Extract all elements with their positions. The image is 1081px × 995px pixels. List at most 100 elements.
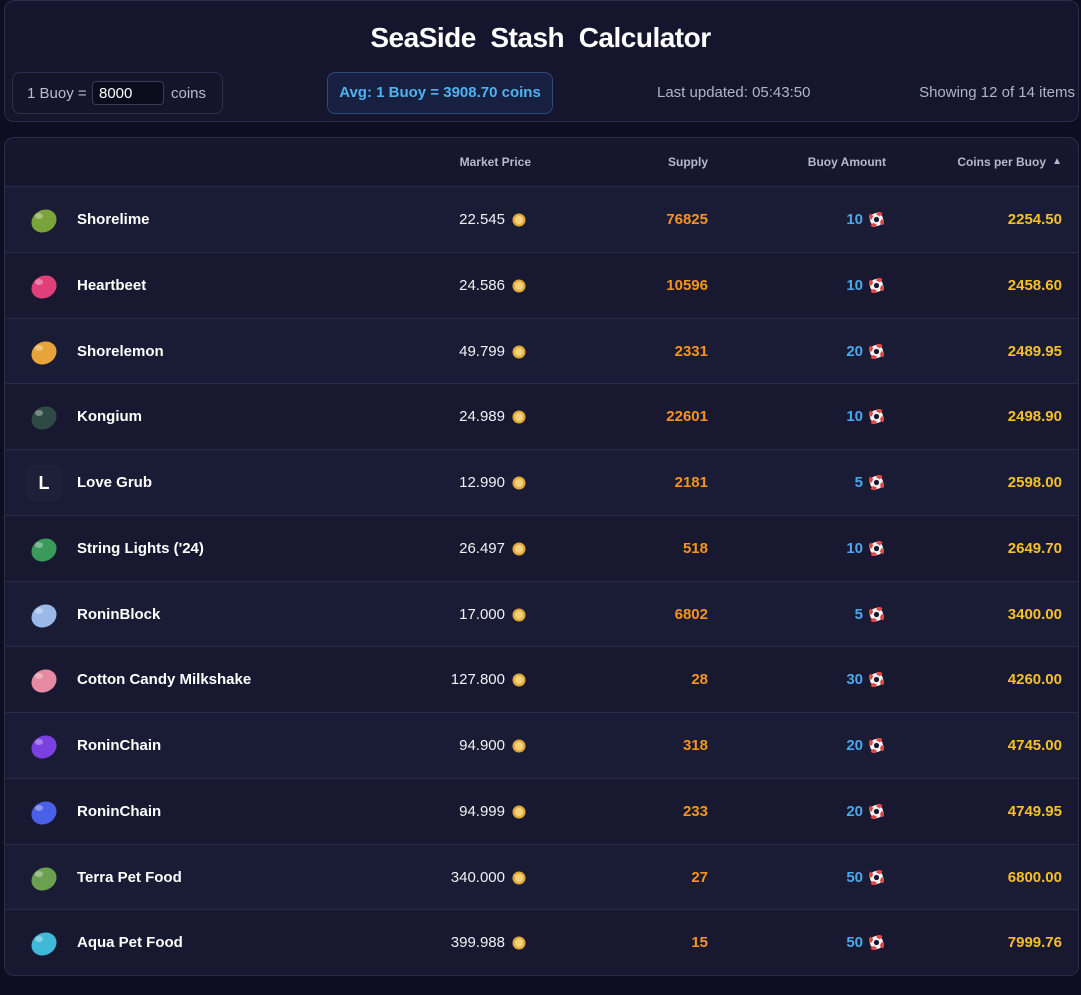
market-price: 24.586: [459, 276, 505, 294]
coin-icon: [512, 608, 526, 621]
item-count: Showing 12 of 14 items: [919, 84, 1075, 101]
coins-per-buoy: 2649.70: [1007, 539, 1062, 557]
table-row[interactable]: Aqua Pet Food 399.988 15 50 7999.76: [5, 909, 1078, 975]
coins-per-buoy: 7999.76: [1007, 934, 1062, 952]
item-icon: L: [26, 465, 62, 501]
supply: 22601: [666, 408, 708, 426]
coin-icon: [512, 542, 526, 556]
item-name: Shorelemon: [77, 342, 164, 360]
coin-icon: [512, 476, 526, 490]
buoy-amount: 50: [846, 934, 863, 952]
buoy-amount: 5: [854, 474, 863, 491]
coin-icon: [512, 805, 526, 819]
market-price: 12.990: [459, 474, 505, 491]
table-row[interactable]: Shorelemon 49.799 2331 20 2489.95: [5, 317, 1078, 384]
column-header[interactable]: Buoy Amount: [807, 155, 886, 169]
item-icon: [31, 340, 57, 365]
coins-per-buoy: 2498.90: [1007, 408, 1062, 426]
market-price: 94.900: [459, 737, 505, 754]
last-updated: Last updated: 05:43:50: [657, 84, 811, 101]
buoy-icon: [869, 343, 884, 359]
coins-per-buoy: 2489.95: [1007, 342, 1062, 360]
coin-icon: [512, 936, 526, 950]
table-row[interactable]: String Lights ('24) 26.497 518 10 2649.70: [5, 514, 1078, 581]
table-row[interactable]: RoninChain 94.900 318 20 4745.00: [5, 712, 1078, 778]
item-name: String Lights ('24): [77, 539, 204, 557]
coin-icon: [512, 345, 526, 358]
table-row[interactable]: Cotton Candy Milkshake 127.800 28 30 4260.00: [5, 646, 1078, 713]
item-name: Kongium: [77, 408, 142, 426]
coins-per-buoy: 2458.60: [1007, 276, 1062, 294]
buoy-amount: 10: [846, 539, 863, 557]
item-name: Love Grub: [77, 474, 153, 491]
table-row[interactable]: Kongium 24.989 22601 10 2498.90: [5, 383, 1078, 450]
coins-per-buoy: 4260.00: [1007, 671, 1062, 689]
buoy-icon: [869, 409, 884, 425]
item-icon: [31, 603, 57, 628]
market-price: 22.545: [459, 211, 505, 228]
market-price: 49.799: [459, 342, 505, 360]
buoy-amount: 10: [846, 276, 863, 294]
item-icon: [31, 209, 57, 233]
buoy-amount: 10: [846, 408, 863, 426]
coins-per-buoy: 4745.00: [1007, 737, 1062, 754]
item-name: Aqua Pet Food: [77, 934, 183, 952]
supply: 2181: [674, 474, 708, 491]
item-name: RoninChain: [77, 802, 162, 820]
buoy-icon: [869, 475, 884, 490]
supply: 2331: [674, 342, 708, 360]
item-name: RoninBlock: [77, 605, 161, 623]
buoy-icon: [869, 738, 884, 753]
supply: 15: [691, 934, 708, 952]
coins-per-buoy: 3400.00: [1007, 605, 1062, 623]
buoy-icon: [869, 606, 884, 622]
table-row[interactable]: Terra Pet Food 340.000 27 50 6800.00: [5, 843, 1078, 910]
sort-indicator[interactable]: ▲: [1052, 156, 1062, 167]
column-header[interactable]: Supply: [667, 155, 708, 169]
coin-icon: [512, 739, 526, 753]
buoy-icon: [869, 277, 884, 293]
table-row[interactable]: L Love Grub 12.990 2181 5 2598.00: [5, 449, 1078, 515]
column-header[interactable]: Market Price: [459, 155, 531, 169]
coin-icon: [512, 871, 526, 884]
buoy-amount: 5: [854, 605, 863, 623]
supply: 518: [682, 539, 708, 557]
buoy-icon: [869, 212, 884, 227]
table-row[interactable]: Shorelime 22.545 76825 10 2254.50: [5, 186, 1078, 252]
table-row[interactable]: Heartbeet 24.586 10596 10 2458.60: [5, 251, 1078, 318]
coin-icon: [512, 410, 526, 424]
item-name: Shorelime: [77, 211, 150, 228]
coins-per-buoy: 2598.00: [1007, 474, 1062, 491]
item-name: Cotton Candy Milkshake: [77, 671, 252, 689]
column-header[interactable]: Coins per Buoy: [957, 155, 1046, 169]
supply: 318: [682, 737, 708, 754]
supply: 6802: [674, 605, 708, 623]
buoy-icon: [869, 803, 884, 819]
item-name: Heartbeet: [77, 276, 147, 294]
market-price: 340.000: [450, 868, 505, 886]
buoy-amount: 30: [846, 671, 863, 689]
market-price: 17.000: [459, 605, 505, 623]
buoy-amount: 50: [846, 868, 863, 886]
coins-per-buoy: 2254.50: [1007, 211, 1062, 228]
table-row[interactable]: RoninChain 94.999 233 20 4749.95: [5, 777, 1078, 844]
rate-input[interactable]: [92, 81, 164, 105]
item-name: RoninChain: [77, 737, 162, 754]
supply: 28: [691, 671, 708, 689]
buoy-amount: 20: [846, 342, 863, 360]
item-icon: [31, 275, 57, 299]
buoy-amount: 20: [846, 802, 863, 820]
buoy-icon: [869, 869, 884, 885]
buoy-amount: 20: [846, 737, 863, 754]
table: Market Price Supply Buoy Amount Coins per B…: [4, 137, 1079, 976]
item-icon: [31, 538, 57, 562]
market-price: 26.497: [459, 539, 505, 557]
buoy-icon: [869, 935, 884, 951]
supply: 10596: [666, 276, 708, 294]
rate-control: 1 Buoy = coins: [12, 72, 223, 114]
coins-per-buoy: 4749.95: [1007, 802, 1062, 820]
coins-per-buoy: 6800.00: [1007, 868, 1062, 886]
table-row[interactable]: RoninBlock 17.000 6802 5 3400.00: [5, 580, 1078, 647]
supply: 233: [682, 802, 708, 820]
